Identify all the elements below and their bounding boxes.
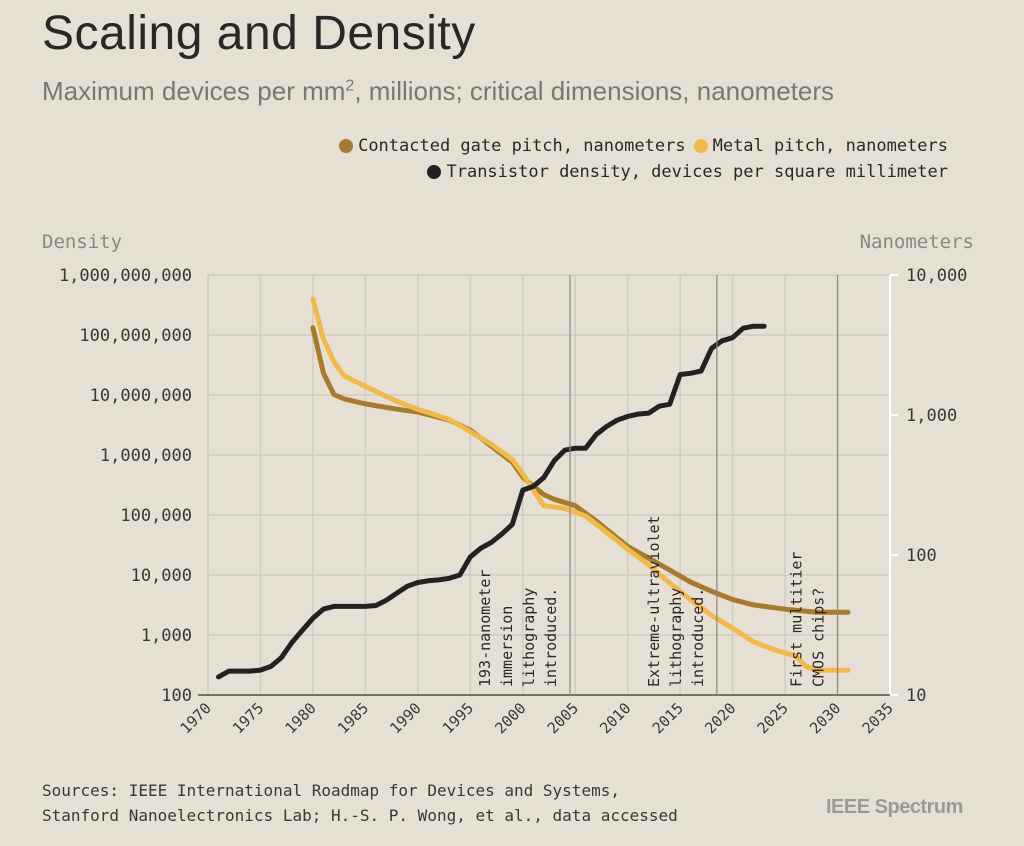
y-left-tick-label: 1,000,000,000 — [59, 266, 192, 286]
gate-pitch-line — [310, 325, 851, 615]
y-right-tick-label: 10 — [906, 686, 926, 706]
legend-item-metal: Metal pitch, nanometers — [693, 136, 948, 156]
x-tick-label: 1995 — [439, 699, 477, 737]
ieee-spectrum-logo: IEEE Spectrum — [826, 796, 963, 818]
annotation-line-text: First multitier — [788, 552, 806, 687]
chart-grid — [198, 274, 898, 696]
subtitle-main: Maximum devices per mm — [42, 76, 346, 106]
legend-item-gate: Contacted gate pitch, nanometers — [339, 136, 686, 156]
x-tick-label: 2020 — [701, 699, 739, 737]
metal-pitch-line — [310, 296, 851, 673]
x-tick-label: 1980 — [281, 699, 319, 737]
chart-lines — [216, 296, 851, 680]
x-tick-label: 1985 — [334, 699, 372, 737]
x-tick-label: 2035 — [859, 699, 897, 737]
legend-dot-gate — [339, 139, 354, 153]
annotation-line-text: immersion — [498, 606, 516, 687]
legend-row-1: Contacted gate pitch, nanometers Metal p… — [331, 136, 948, 156]
legend-label-density: Transistor density, devices per square m… — [446, 162, 948, 182]
sources-line-2: Stanford Nanoelectronics Lab; H.-S. P. W… — [42, 806, 678, 825]
subtitle-superscript: 2 — [345, 77, 355, 95]
annotation-line-text: Extreme-ultraviolet — [645, 515, 663, 687]
y-left-tick-label: 1,000 — [141, 626, 192, 646]
y-left-tick-label: 100,000 — [120, 506, 192, 526]
x-tick-label: 2010 — [596, 699, 634, 737]
y-left-tick-label: 100,000,000 — [79, 326, 192, 346]
x-tick-label: 2000 — [491, 699, 529, 737]
annotation-line-text: CMOS chips? — [810, 588, 828, 687]
legend-label-metal: Metal pitch, nanometers — [712, 136, 948, 156]
x-tick-label: 2030 — [806, 699, 844, 737]
sources-note: Sources: IEEE International Roadmap for … — [42, 778, 678, 828]
y-left-tick-label: 1,000,000 — [100, 446, 192, 466]
x-tick-label: 2025 — [754, 699, 792, 737]
y-left-tick-label: 100 — [161, 686, 192, 706]
left-axis-label: Density — [42, 231, 122, 253]
y-left-tick-label: 10,000,000 — [90, 386, 192, 406]
chart-title: Scaling and Density — [42, 7, 476, 60]
chart-annotations: 193-nanometer immersion lithography introdu… — [476, 275, 839, 695]
subtitle-rest: , millions; critical dimensions, nanomet… — [354, 76, 835, 106]
x-tick-label: 1975 — [229, 699, 267, 737]
annotation-text: First multitier CMOS chips? — [788, 552, 828, 687]
sources-line-1: Sources: IEEE International Roadmap for … — [42, 781, 620, 800]
x-tick-label: 2005 — [544, 699, 582, 737]
y-left-tick-label: 10,000 — [131, 566, 192, 586]
annotation-line-text: introduced. — [689, 588, 707, 687]
legend-item-density: Transistor density, devices per square m… — [427, 162, 948, 182]
legend-row-2: Transistor density, devices per square m… — [419, 162, 948, 182]
x-tick-label: 2015 — [649, 699, 687, 737]
legend-dot-metal — [693, 139, 708, 153]
y-right-tick-label: 10,000 — [906, 266, 967, 286]
y-right-tick-label: 100 — [906, 546, 937, 566]
annotation-text: Extreme-ultraviolet lithography introduced… — [645, 515, 707, 687]
legend-label-gate: Contacted gate pitch, nanometers — [358, 136, 686, 156]
annotation-line-text: introduced. — [542, 588, 560, 687]
x-tick-label: 1990 — [386, 699, 424, 737]
annotation-line-text: lithography — [667, 588, 685, 687]
annotation-line-text: lithography — [520, 588, 538, 687]
legend-dot-density — [427, 165, 442, 179]
right-axis-label: Nanometers — [860, 231, 974, 253]
y-right-tick-label: 1,000 — [906, 406, 957, 426]
annotation-line-text: 193-nanometer — [476, 570, 494, 687]
annotation-text: 193-nanometer immersion lithography introdu… — [476, 570, 560, 687]
chart-subtitle: Maximum devices per mm2, millions; criti… — [42, 76, 834, 107]
density-line — [216, 323, 767, 680]
